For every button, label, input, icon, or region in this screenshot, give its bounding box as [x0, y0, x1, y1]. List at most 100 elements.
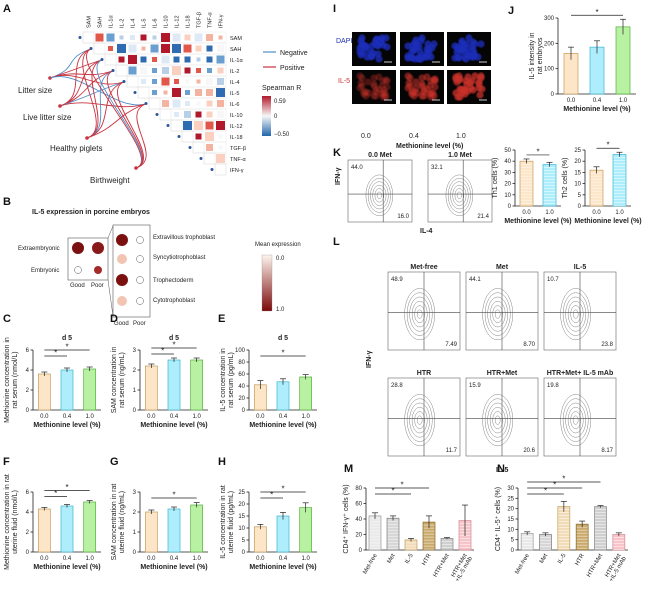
spearman-mid: 0 — [274, 114, 278, 120]
bar — [557, 506, 571, 551]
micro-col-1: 0.4 — [409, 133, 419, 140]
quadrant-ul: 15.9 — [469, 383, 481, 389]
y-tick-label: 2 — [133, 510, 137, 516]
quadrant-ul: 44.0 — [351, 165, 363, 171]
legend-negative: Negative — [280, 50, 308, 57]
heat-cell — [184, 34, 191, 41]
contour — [414, 305, 425, 323]
link-line — [106, 70, 144, 169]
microscopy-grid — [352, 32, 491, 104]
contour — [372, 184, 387, 206]
contour — [411, 301, 428, 328]
row-embryonic: Embryonic — [31, 268, 59, 274]
contour — [560, 288, 591, 341]
y-axis-label: SAM concentration in ratuterine fluid (n… — [111, 484, 126, 561]
bar — [60, 505, 74, 553]
x-tick-label: HTR+Met+IL-5 mAb — [450, 552, 475, 583]
x-tick-label: 0.4 — [279, 414, 288, 420]
gene-dot — [89, 47, 93, 50]
flow-plot: HTR 28.8 11.7 — [387, 370, 461, 457]
y-tick-label: 0 — [551, 92, 555, 98]
flow-plot: Met-free 48.9 7.49 — [387, 264, 461, 351]
quadrant-lr: 20.6 — [523, 448, 535, 454]
heat-cell — [152, 35, 157, 40]
panel-label-e: E — [218, 313, 225, 325]
chart-J: 0 100 200 300 IL-5 intensity inrat embryos 0.… — [529, 8, 636, 113]
gene-row-labels: SAM SAH IL-1α IL-2 IL-4 IL-5 IL-6 IL-10 IL-12 IL-… — [230, 36, 247, 174]
quadrant-ul: 32.1 — [431, 165, 443, 171]
mean-max: 1.0 — [276, 307, 285, 313]
contour — [482, 394, 513, 447]
heat-cell — [172, 33, 181, 42]
spearman-title: Spearman R — [262, 85, 301, 92]
y-tick-label: 20 — [504, 182, 511, 188]
bar — [299, 507, 313, 553]
y-tick-label: 20 — [238, 396, 245, 402]
gene-headers: SAM SAH IL-1α IL-2 IL-4 IL-5 IL-6 IL-10 IL-12 IL-… — [87, 11, 225, 28]
heat-cell — [216, 121, 225, 130]
contour — [570, 305, 581, 323]
quadrant-lr: 7.49 — [445, 342, 457, 348]
heat-cell — [216, 154, 225, 163]
cell-nucleus — [458, 37, 466, 45]
chart-F: 0 2 4 6 Methionine concentration in ratuteri… — [4, 474, 101, 571]
bubble — [74, 266, 82, 274]
heat-cell — [195, 89, 202, 96]
gene-header: IL-5 — [142, 19, 148, 28]
cell-nucleus — [374, 50, 382, 58]
gene-dot — [166, 124, 170, 127]
x-tick-label: 1.0 — [192, 414, 201, 420]
chart-title: d 5 — [169, 335, 179, 342]
y-tick-label: 0 — [133, 550, 137, 556]
panel-label-i: I — [333, 3, 336, 15]
heat-cell — [172, 66, 181, 75]
y-tick-label: 15 — [507, 517, 514, 523]
x-axis-label: Methionine level (%) — [140, 422, 207, 429]
heat-cell — [172, 88, 181, 97]
heat-cell — [152, 90, 157, 95]
heat-cell — [82, 31, 95, 44]
y-tick-label: 0 — [508, 204, 512, 210]
heat-cell — [206, 100, 213, 107]
contour — [456, 191, 462, 199]
sig-star: * — [400, 481, 403, 490]
row-label-il5: IL-5 — [338, 78, 350, 85]
heat-cell — [192, 141, 205, 154]
contour — [404, 394, 435, 447]
link-line — [49, 75, 126, 85]
bar — [539, 534, 552, 551]
heat-cell — [218, 35, 223, 40]
cell-nucleus — [421, 53, 429, 61]
y-tick-label: 100 — [544, 67, 555, 73]
link-line — [117, 81, 144, 169]
y-tick-label: 80 — [355, 486, 362, 492]
heat-cell — [217, 67, 224, 74]
gene-dot — [188, 146, 192, 149]
correlation-heatmap — [82, 31, 227, 176]
bar — [83, 368, 97, 411]
x-tick-label: 0.4 — [593, 98, 602, 104]
flow-plots-l: Met-free 48.9 7.49 Met 44.1 8.70 IL-5 10.7 23.8 H… — [387, 264, 617, 457]
x-tick-label: Met — [539, 553, 549, 565]
contour — [492, 411, 503, 429]
col-good: Good — [70, 283, 85, 289]
cell-nucleus — [374, 42, 382, 50]
link-line — [59, 81, 126, 107]
sub-cytotrophoblast: Cytotrophoblast — [153, 298, 195, 304]
y-tick-label: 0 — [242, 550, 246, 556]
x-axis-label: Methionine level (%) — [504, 218, 571, 225]
chart-E: 0 20 40 60 80 100 d 5 IL-5 concentration inrat … — [220, 335, 317, 429]
y-tick-label: 25 — [574, 148, 581, 154]
mean-expression-title: Mean expression — [255, 242, 301, 248]
y-tick-label: 4 — [26, 510, 30, 516]
cell-nucleus — [370, 80, 378, 88]
cell-nucleus — [412, 84, 420, 92]
y-tick-label: 15 — [238, 514, 245, 520]
gene-header: IFN-γ — [219, 14, 225, 28]
heat-cell — [152, 68, 157, 73]
cell-nucleus — [452, 89, 460, 97]
x-tick-label: HTR+Met+IL-5 mAb — [603, 552, 628, 583]
sig-star: * — [270, 491, 273, 500]
x-tick-label: Met — [387, 553, 397, 565]
